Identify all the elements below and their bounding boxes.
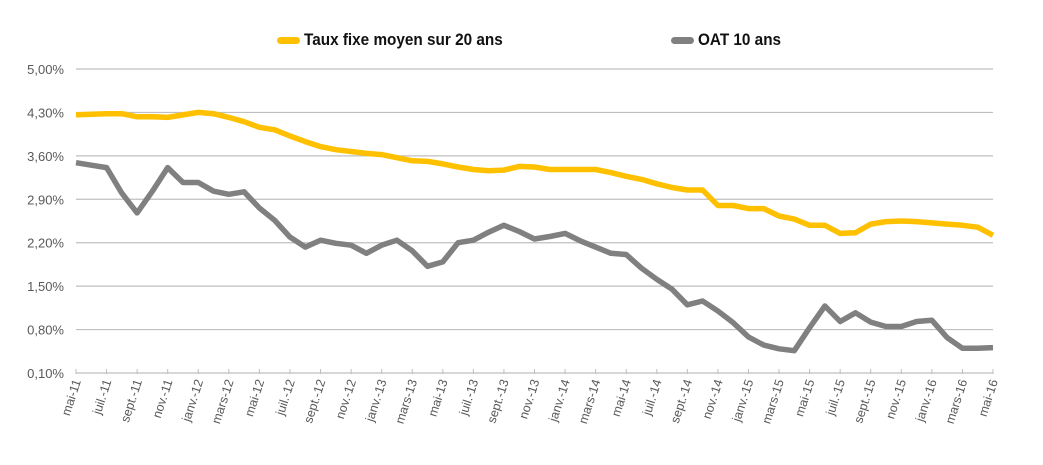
gridlines [76,68,993,331]
x-tick-label: janv.-16 [913,378,940,425]
x-tick-label: mai-14 [609,378,634,419]
x-tick-label: janv.-12 [179,378,206,425]
x-tick-label: juil.-14 [640,378,665,418]
x-tick-label: mai-11 [59,378,84,418]
x-tick-label: sept.-15 [851,378,878,425]
y-tick-label: 1,50% [27,279,64,294]
x-tick-label: juil.-15 [823,378,848,418]
legend-swatch-oat [671,36,694,44]
x-tick-label: mai-16 [976,378,1001,419]
x-axis [75,369,994,374]
x-tick-label: janv.-15 [729,378,756,425]
x-tick-label: mars-12 [209,378,236,426]
x-tick-label: mars-15 [759,378,786,426]
x-tick-label: mars-16 [943,378,970,426]
x-tick-label: nov.-14 [700,378,726,421]
legend-label-taux-fixe: Taux fixe moyen sur 20 ans [304,30,503,49]
x-tick-label: juil.-12 [273,378,298,418]
legend-label-oat: OAT 10 ans [698,30,782,49]
chart-legend: Taux fixe moyen sur 20 ans OAT 10 ans [0,30,1043,60]
y-tick-label: 2,20% [27,236,64,251]
y-tick-label: 0,10% [27,366,64,381]
series-line-taux-fixe [75,109,995,238]
x-axis-tick-labels: mai-11 juil.-11 sept.-11 nov.-11 janv.-12 mar… [59,378,1001,426]
legend-swatch-taux-fixe [277,36,300,44]
y-axis-tick-labels: 0,10% 0,80% 1,50% 2,20% 2,90% 3,60% 4,30% 5,00% [27,62,64,381]
x-tick-label: nov.-13 [516,378,542,421]
y-tick-label: 4,30% [27,105,64,120]
x-tick-label: sept.-14 [668,378,695,425]
x-tick-label: janv.-13 [362,378,389,425]
y-tick-label: 2,90% [27,192,64,207]
y-tick-label: 5,00% [27,62,64,77]
x-tick-label: mai-12 [242,378,267,419]
x-tick-label: sept.-13 [485,378,512,425]
legend-item-taux-fixe: Taux fixe moyen sur 20 ans [277,30,525,50]
x-tick-label: janv.-14 [546,378,573,425]
y-tick-label: 0,80% [27,323,64,338]
x-tick-label: mai-13 [426,378,451,419]
series-lines [75,109,995,354]
x-tick-label: sept.-12 [301,378,328,425]
x-tick-label: nov.-15 [883,378,909,421]
x-tick-label: mars-13 [393,378,420,426]
series-line-oat [75,159,994,354]
x-tick-label: mars-14 [576,378,603,426]
x-tick-label: sept.-11 [118,378,145,424]
y-tick-label: 3,60% [27,149,64,164]
x-tick-label: mai-15 [792,378,817,419]
x-tick-label: juil.-11 [90,378,115,417]
x-tick-label: nov.-12 [333,378,359,421]
x-tick-label: juil.-13 [456,378,481,418]
x-tick-label: nov.-11 [150,378,176,420]
legend-item-oat: OAT 10 ans [671,30,790,50]
